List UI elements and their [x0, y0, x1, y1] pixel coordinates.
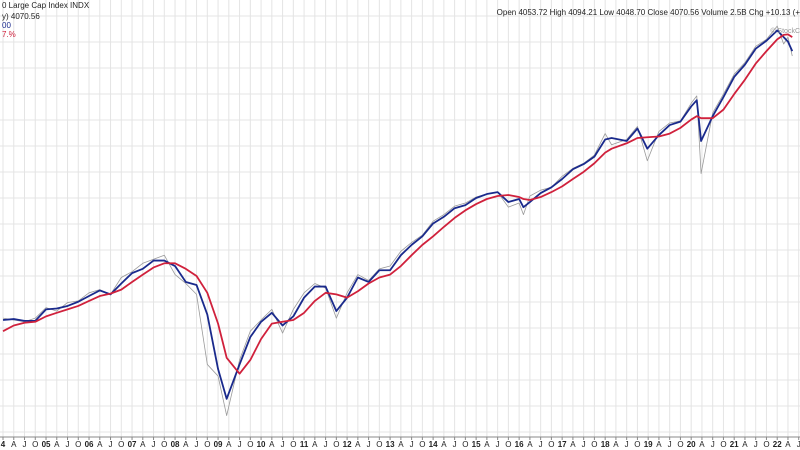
x-tick-label: O	[333, 440, 339, 449]
x-tick-label: 06	[85, 440, 94, 449]
x-tick-label: O	[32, 440, 38, 449]
x-tick-label: 08	[171, 440, 180, 449]
x-tick-label: J	[711, 440, 715, 449]
x-tick-label: A	[312, 440, 318, 449]
x-tick-label: O	[677, 440, 683, 449]
x-tick-label: O	[247, 440, 253, 449]
x-tick-label: A	[613, 440, 619, 449]
x-tick-label: A	[355, 440, 361, 449]
x-tick-label: 11	[300, 440, 309, 449]
x-tick-label: J	[238, 440, 242, 449]
legend-line: 7.%	[2, 30, 16, 39]
x-tick-label: J	[582, 440, 586, 449]
series-line	[2, 29, 794, 400]
x-tick-label: A	[570, 440, 576, 449]
x-tick-label: A	[484, 440, 490, 449]
x-tick-label: J	[367, 440, 371, 449]
x-tick-label: O	[161, 440, 167, 449]
x-tick-label: 21	[730, 440, 739, 449]
x-tick-label: O	[591, 440, 597, 449]
x-tick-label: O	[720, 440, 726, 449]
x-tick-label: O	[634, 440, 640, 449]
x-tick-label: A	[699, 440, 705, 449]
x-tick-label: 05	[42, 440, 51, 449]
watermark: © StockC	[770, 27, 800, 35]
x-tick-label: 15	[472, 440, 481, 449]
x-tick-label: O	[75, 440, 81, 449]
quote: Open 4053.72 High 4094.21 Low 4048.70 Cl…	[497, 8, 800, 17]
chart-title: 0 Large Cap Index INDX	[2, 1, 90, 10]
x-tick-label: A	[97, 440, 103, 449]
x-tick-label: A	[398, 440, 404, 449]
x-tick-label: O	[204, 440, 210, 449]
x-tick-label: J	[66, 440, 70, 449]
x-tick-label: O	[462, 440, 468, 449]
x-tick-label: 17	[558, 440, 567, 449]
x-tick-label: J	[152, 440, 156, 449]
x-tick-label: A	[656, 440, 662, 449]
x-tick-label: J	[797, 440, 800, 449]
x-tick-label: O	[505, 440, 511, 449]
x-tick-label: A	[183, 440, 189, 449]
x-tick-label: 22	[773, 440, 782, 449]
x-tick-label: J	[625, 440, 629, 449]
x-tick-label: J	[109, 440, 113, 449]
x-tick-label: A	[11, 440, 17, 449]
x-tick-label: 18	[601, 440, 610, 449]
x-tick-label: A	[527, 440, 533, 449]
x-tick-label: A	[785, 440, 791, 449]
x-tick-label: J	[496, 440, 500, 449]
x-tick-label: J	[281, 440, 285, 449]
legend-line: y) 4070.56	[2, 12, 40, 21]
x-tick-label: J	[410, 440, 414, 449]
x-tick-label: J	[324, 440, 328, 449]
x-tick-label: J	[668, 440, 672, 449]
series-line	[2, 33, 793, 375]
x-tick-label: O	[118, 440, 124, 449]
x-tick-label: O	[548, 440, 554, 449]
x-tick-label: A	[441, 440, 447, 449]
x-tick-label: 19	[644, 440, 653, 449]
x-tick-label: A	[140, 440, 146, 449]
x-tick-label: A	[742, 440, 748, 449]
x-tick-label: O	[763, 440, 769, 449]
x-tick-label: 16	[515, 440, 524, 449]
x-tick-label: 14	[429, 440, 438, 449]
x-tick-label: J	[453, 440, 457, 449]
x-tick-label: 10	[257, 440, 266, 449]
x-tick-label: J	[754, 440, 758, 449]
horizontal-grid	[0, 15, 800, 433]
x-tick-label: 20	[687, 440, 696, 449]
x-tick-label: 09	[214, 440, 223, 449]
x-tick-label: O	[419, 440, 425, 449]
x-tick-label: J	[195, 440, 199, 449]
legend-line: 00	[2, 21, 11, 30]
x-tick-label: A	[54, 440, 60, 449]
x-tick-label: O	[376, 440, 382, 449]
x-tick-label: A	[269, 440, 275, 449]
x-tick-label: A	[226, 440, 232, 449]
x-tick-label: 07	[128, 440, 137, 449]
x-tick-label: 4	[1, 440, 6, 449]
x-tick-label: 12	[343, 440, 352, 449]
x-tick-label: J	[23, 440, 27, 449]
x-tick-label: J	[539, 440, 543, 449]
x-tick-label: 13	[386, 440, 395, 449]
x-tick-label: O	[290, 440, 296, 449]
